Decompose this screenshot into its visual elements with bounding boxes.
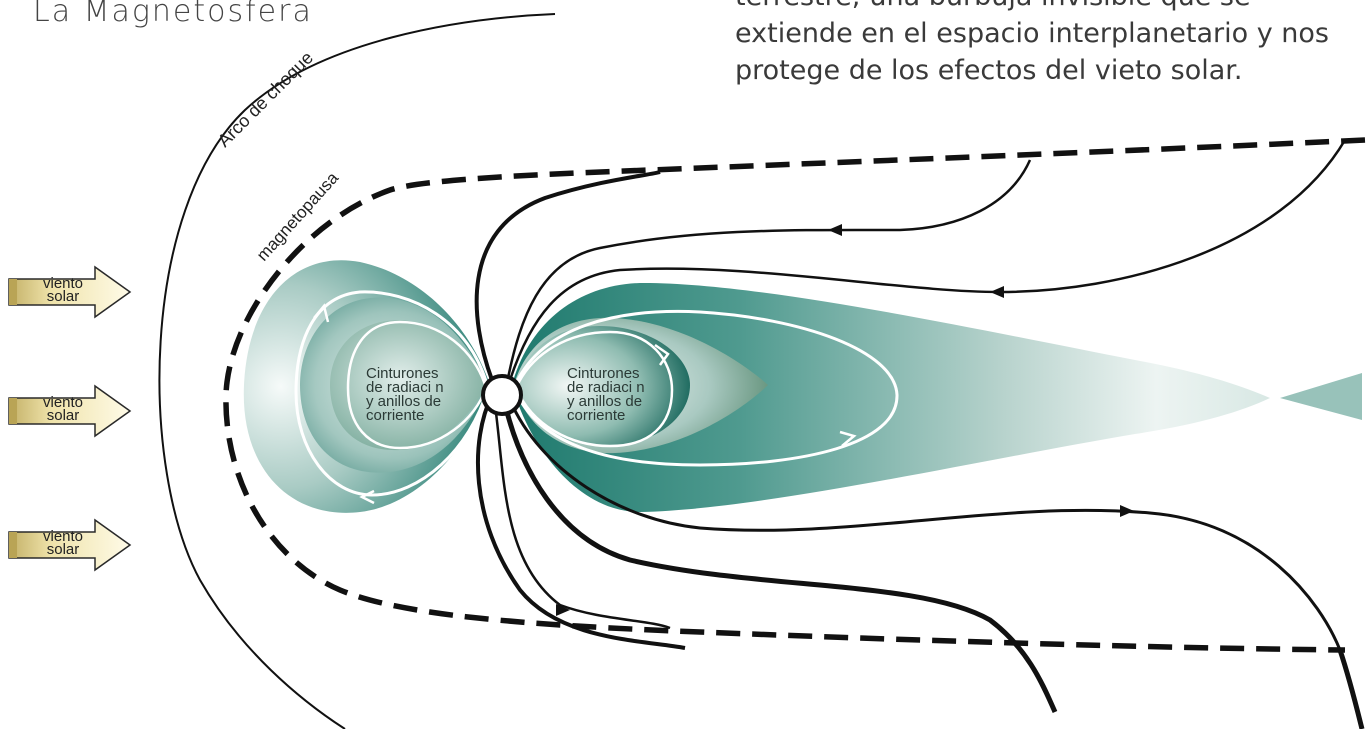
diagram-title: La Magnetosfera (33, 0, 313, 29)
right-belt-label: Cinturones de radiaci n y anillos de cor… (567, 365, 645, 424)
loop-arrowheads (313, 303, 857, 505)
solar-wind-label: solar (46, 407, 80, 424)
magnetotail-region (512, 282, 1270, 512)
left-belt-label: Cinturones de radiaci n y anillos de cor… (366, 365, 444, 424)
left-belt-label-line: Cinturones (366, 365, 439, 382)
field-lines (474, 139, 1365, 729)
solar-wind-label: viento (42, 275, 84, 292)
description-line: protege de los efectos del vieto solar. (735, 55, 1243, 86)
right-belt-label-line: corriente (567, 407, 625, 424)
left-belt-label-line: de radiaci n (366, 379, 444, 396)
solar-wind-label: viento (42, 394, 84, 411)
description-line: extiende en el espacio interplanetario y… (735, 18, 1329, 49)
solar-wind-arrow: viento solar (8, 518, 133, 572)
earth-icon (481, 374, 523, 416)
description-line: terrestre; una burbuja invisible que se (735, 0, 1370, 15)
left-belt-label-line: y anillos de (366, 393, 441, 410)
right-current-loop-inner (514, 330, 674, 448)
field-line-arrows (556, 224, 1134, 616)
solar-wind-label: solar (46, 288, 80, 305)
left-radiation-core (330, 320, 486, 451)
magnetotail-tip (1280, 373, 1362, 420)
right-radiation-core (516, 326, 690, 447)
magnetopause-line (223, 137, 1366, 653)
wind-arrow-icon (8, 265, 132, 319)
description-text: terrestre; una burbuja invisible que se … (735, 0, 1370, 89)
bow-shock-label: Arco de choque (214, 48, 317, 151)
solar-wind-arrow: viento solar (8, 265, 133, 319)
right-belt-label-line: Cinturones (567, 365, 640, 382)
bow-shock-line (158, 13, 556, 729)
left-belt-label-line: corriente (366, 407, 424, 424)
solar-wind-label: solar (46, 541, 80, 558)
right-belt-label-line: y anillos de (567, 393, 642, 410)
solar-wind-arrow: viento solar (8, 384, 133, 438)
wind-arrow-icon (8, 384, 132, 438)
left-current-loop-outer (294, 290, 490, 497)
wind-arrow-icon (8, 518, 132, 572)
right-belt-label-line: de radiaci n (567, 379, 645, 396)
solar-wind-label: viento (42, 528, 84, 545)
right-current-loop-outer (512, 310, 899, 467)
left-current-loop-inner (346, 320, 488, 450)
